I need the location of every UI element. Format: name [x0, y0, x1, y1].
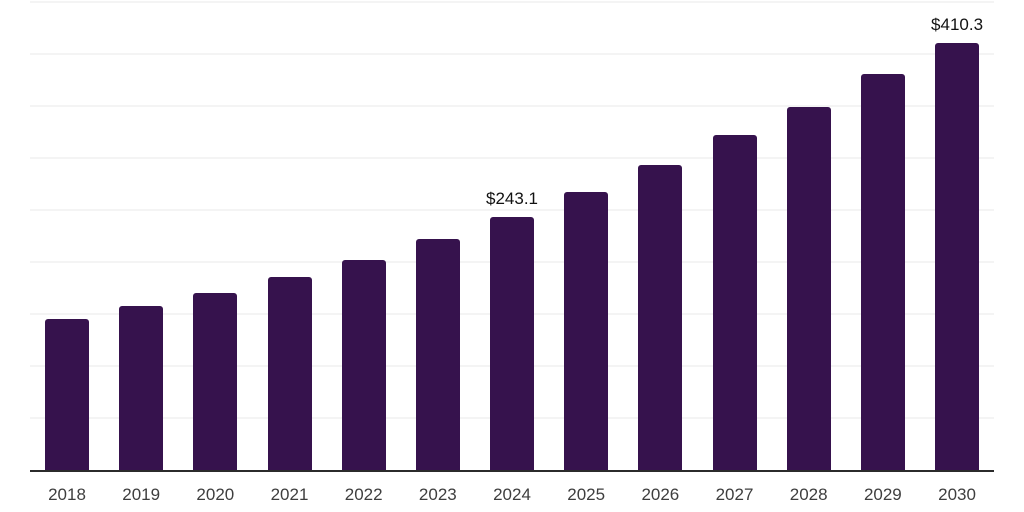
bar-2026[interactable]: [638, 164, 683, 470]
gridline-450: [30, 1, 994, 3]
gridline-250: [30, 209, 994, 211]
value-label-2024: $243.1: [486, 189, 539, 209]
x-tick-2024: 2024: [493, 485, 531, 504]
x-tick-2025: 2025: [567, 485, 606, 504]
bar-2022[interactable]: [341, 259, 386, 470]
x-tick-2027: 2027: [715, 485, 754, 504]
value-label-2030: $410.3: [931, 15, 984, 35]
gridline-400: [30, 53, 994, 55]
x-tick-2022: 2022: [344, 485, 383, 504]
bar-2020[interactable]: [193, 293, 238, 470]
x-tick-2018: 2018: [48, 485, 86, 504]
x-tick-2029: 2029: [863, 485, 902, 504]
bar-2025[interactable]: [564, 192, 609, 470]
x-tick-2020: 2020: [196, 485, 235, 504]
x-tick-2030: 2030: [938, 485, 976, 504]
x-tick-2019: 2019: [122, 485, 161, 504]
gridline-300: [30, 157, 994, 159]
bar-2021[interactable]: [267, 277, 312, 470]
bar-2027[interactable]: [712, 135, 757, 470]
plot-area: $243.1 $410.3: [30, 0, 994, 470]
x-tick-2021: 2021: [270, 485, 309, 504]
gridline-350: [30, 105, 994, 107]
bar-2030[interactable]: [935, 43, 980, 470]
x-tick-2026: 2026: [641, 485, 680, 504]
x-axis-line: [30, 470, 994, 472]
bar-2018[interactable]: [45, 319, 89, 470]
x-tick-2023: 2023: [418, 485, 457, 504]
bar-2023[interactable]: [415, 238, 460, 470]
bar-2019[interactable]: [119, 306, 164, 470]
bar-2029[interactable]: [860, 73, 905, 470]
x-tick-2028: 2028: [789, 485, 828, 504]
bar-2028[interactable]: [786, 106, 831, 470]
bar-2024[interactable]: [490, 217, 535, 470]
